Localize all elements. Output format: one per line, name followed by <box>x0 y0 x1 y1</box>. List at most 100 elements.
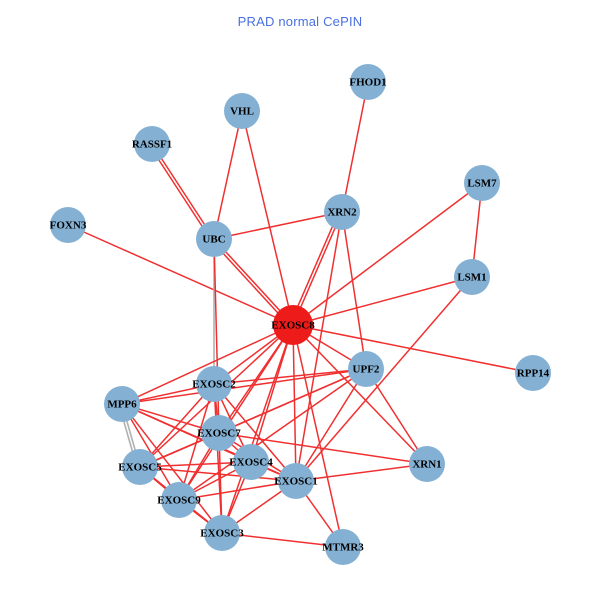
node-label: XRN1 <box>412 459 441 471</box>
node-circle[interactable] <box>515 355 551 391</box>
node-circle[interactable] <box>278 463 314 499</box>
graph-node-mtmr3[interactable]: MTMR3 <box>322 529 364 565</box>
node-label: XRN2 <box>327 207 357 219</box>
graph-edge <box>341 211 367 370</box>
graph-node-lsm7[interactable]: LSM7 <box>464 165 500 201</box>
graph-edge <box>292 211 343 326</box>
node-circle[interactable] <box>325 529 361 565</box>
graph-node-exosc7[interactable]: EXOSC7 <box>197 415 241 451</box>
graph-edge <box>213 368 367 385</box>
node-label: FHOD1 <box>349 77 386 89</box>
node-circle[interactable] <box>196 366 232 402</box>
graph-edge <box>341 81 369 213</box>
node-circle[interactable] <box>350 64 386 100</box>
node-circle[interactable] <box>161 482 197 518</box>
graph-edge <box>289 210 340 325</box>
node-label: RASSF1 <box>132 139 172 151</box>
node-label: UBC <box>202 234 225 246</box>
graph-edge <box>213 211 343 240</box>
graph-edge <box>218 432 428 465</box>
graph-node-exosc3[interactable]: EXOSC3 <box>200 515 244 551</box>
graph-edge <box>292 276 473 326</box>
graph-node-foxn3[interactable]: FOXN3 <box>50 207 87 243</box>
graph-edge <box>139 461 252 468</box>
graph-edge <box>221 532 344 548</box>
graph-edge <box>139 466 297 482</box>
node-circle[interactable] <box>348 351 384 387</box>
graph-node-exosc8[interactable]: EXOSC8 <box>271 305 315 345</box>
graph-edge <box>295 276 473 482</box>
node-label: EXOSC3 <box>200 528 244 540</box>
node-label: VHL <box>230 106 254 118</box>
graph-node-fhod1[interactable]: FHOD1 <box>349 64 387 100</box>
node-circle[interactable] <box>454 259 490 295</box>
graph-node-xrn1[interactable]: XRN1 <box>409 446 445 482</box>
node-label: EXOSC2 <box>192 379 236 391</box>
node-circle[interactable] <box>104 386 140 422</box>
node-circle[interactable] <box>409 446 445 482</box>
graph-edge <box>178 480 297 501</box>
node-label: UPF2 <box>353 364 380 376</box>
node-circle[interactable] <box>204 515 240 551</box>
graph-edge <box>241 110 294 326</box>
node-label: MTMR3 <box>322 542 364 554</box>
graph-node-vhl[interactable]: VHL <box>224 93 260 129</box>
graph-node-exosc5[interactable]: EXOSC5 <box>118 449 162 485</box>
node-label: MPP6 <box>107 399 137 411</box>
node-label: EXOSC8 <box>271 320 315 332</box>
graph-edge <box>121 324 294 405</box>
node-circle[interactable] <box>134 126 170 162</box>
graph-edge <box>365 368 428 465</box>
node-label: LSM7 <box>467 178 497 190</box>
graph-edge <box>148 145 213 242</box>
graph-node-exosc9[interactable]: EXOSC9 <box>157 482 201 518</box>
graph-edge <box>292 182 483 326</box>
node-label: EXOSC9 <box>157 495 201 507</box>
page-title: PRAD normal CePIN <box>237 14 363 29</box>
graph-edge <box>292 324 297 482</box>
graph-node-lsm1[interactable]: LSM1 <box>454 259 490 295</box>
node-circle[interactable] <box>233 444 269 480</box>
graph-edge <box>213 110 243 240</box>
graph-edge <box>121 368 367 405</box>
graph-edge <box>292 324 534 374</box>
graph-node-exosc1[interactable]: EXOSC1 <box>274 463 318 499</box>
node-circle[interactable] <box>273 305 313 345</box>
node-circle[interactable] <box>196 221 232 257</box>
node-layer: FOXN3 RASSF1 VHL FHOD1 LSM7 XRN2 UBC LSM1 EXOSC8… <box>50 64 551 565</box>
node-label: EXOSC1 <box>274 476 317 488</box>
graph-edge <box>295 368 367 482</box>
graph-node-exosc2[interactable]: EXOSC2 <box>192 366 236 402</box>
node-label: LSM1 <box>457 272 486 284</box>
node-label: RPP14 <box>517 368 550 380</box>
graph-edge <box>121 403 180 501</box>
graph-edge <box>121 403 223 534</box>
graph-edge <box>151 143 215 240</box>
node-circle[interactable] <box>464 165 500 201</box>
graph-edge <box>295 463 428 482</box>
graph-edge <box>213 383 297 482</box>
graph-node-rassf1[interactable]: RASSF1 <box>132 126 172 162</box>
node-circle[interactable] <box>224 93 260 129</box>
graph-node-mpp6[interactable]: MPP6 <box>104 386 140 422</box>
graph-node-exosc4[interactable]: EXOSC4 <box>229 444 273 480</box>
graph-edge <box>139 383 215 468</box>
node-circle[interactable] <box>324 194 360 230</box>
graph-node-xrn2[interactable]: XRN2 <box>324 194 360 230</box>
node-label: EXOSC7 <box>197 428 241 440</box>
node-label: EXOSC4 <box>229 457 273 469</box>
node-circle[interactable] <box>201 415 237 451</box>
graph-node-upf2[interactable]: UPF2 <box>348 351 384 387</box>
graph-edge <box>292 324 344 548</box>
graph-edge <box>178 368 367 501</box>
graph-node-rpp14[interactable]: RPP14 <box>515 355 551 391</box>
graph-node-ubc[interactable]: UBC <box>196 221 232 257</box>
graph-edge <box>221 324 294 534</box>
node-label: EXOSC5 <box>118 462 162 474</box>
node-circle[interactable] <box>50 207 86 243</box>
graph-edge <box>295 211 343 482</box>
node-circle[interactable] <box>122 449 158 485</box>
graph-edge <box>67 224 294 326</box>
